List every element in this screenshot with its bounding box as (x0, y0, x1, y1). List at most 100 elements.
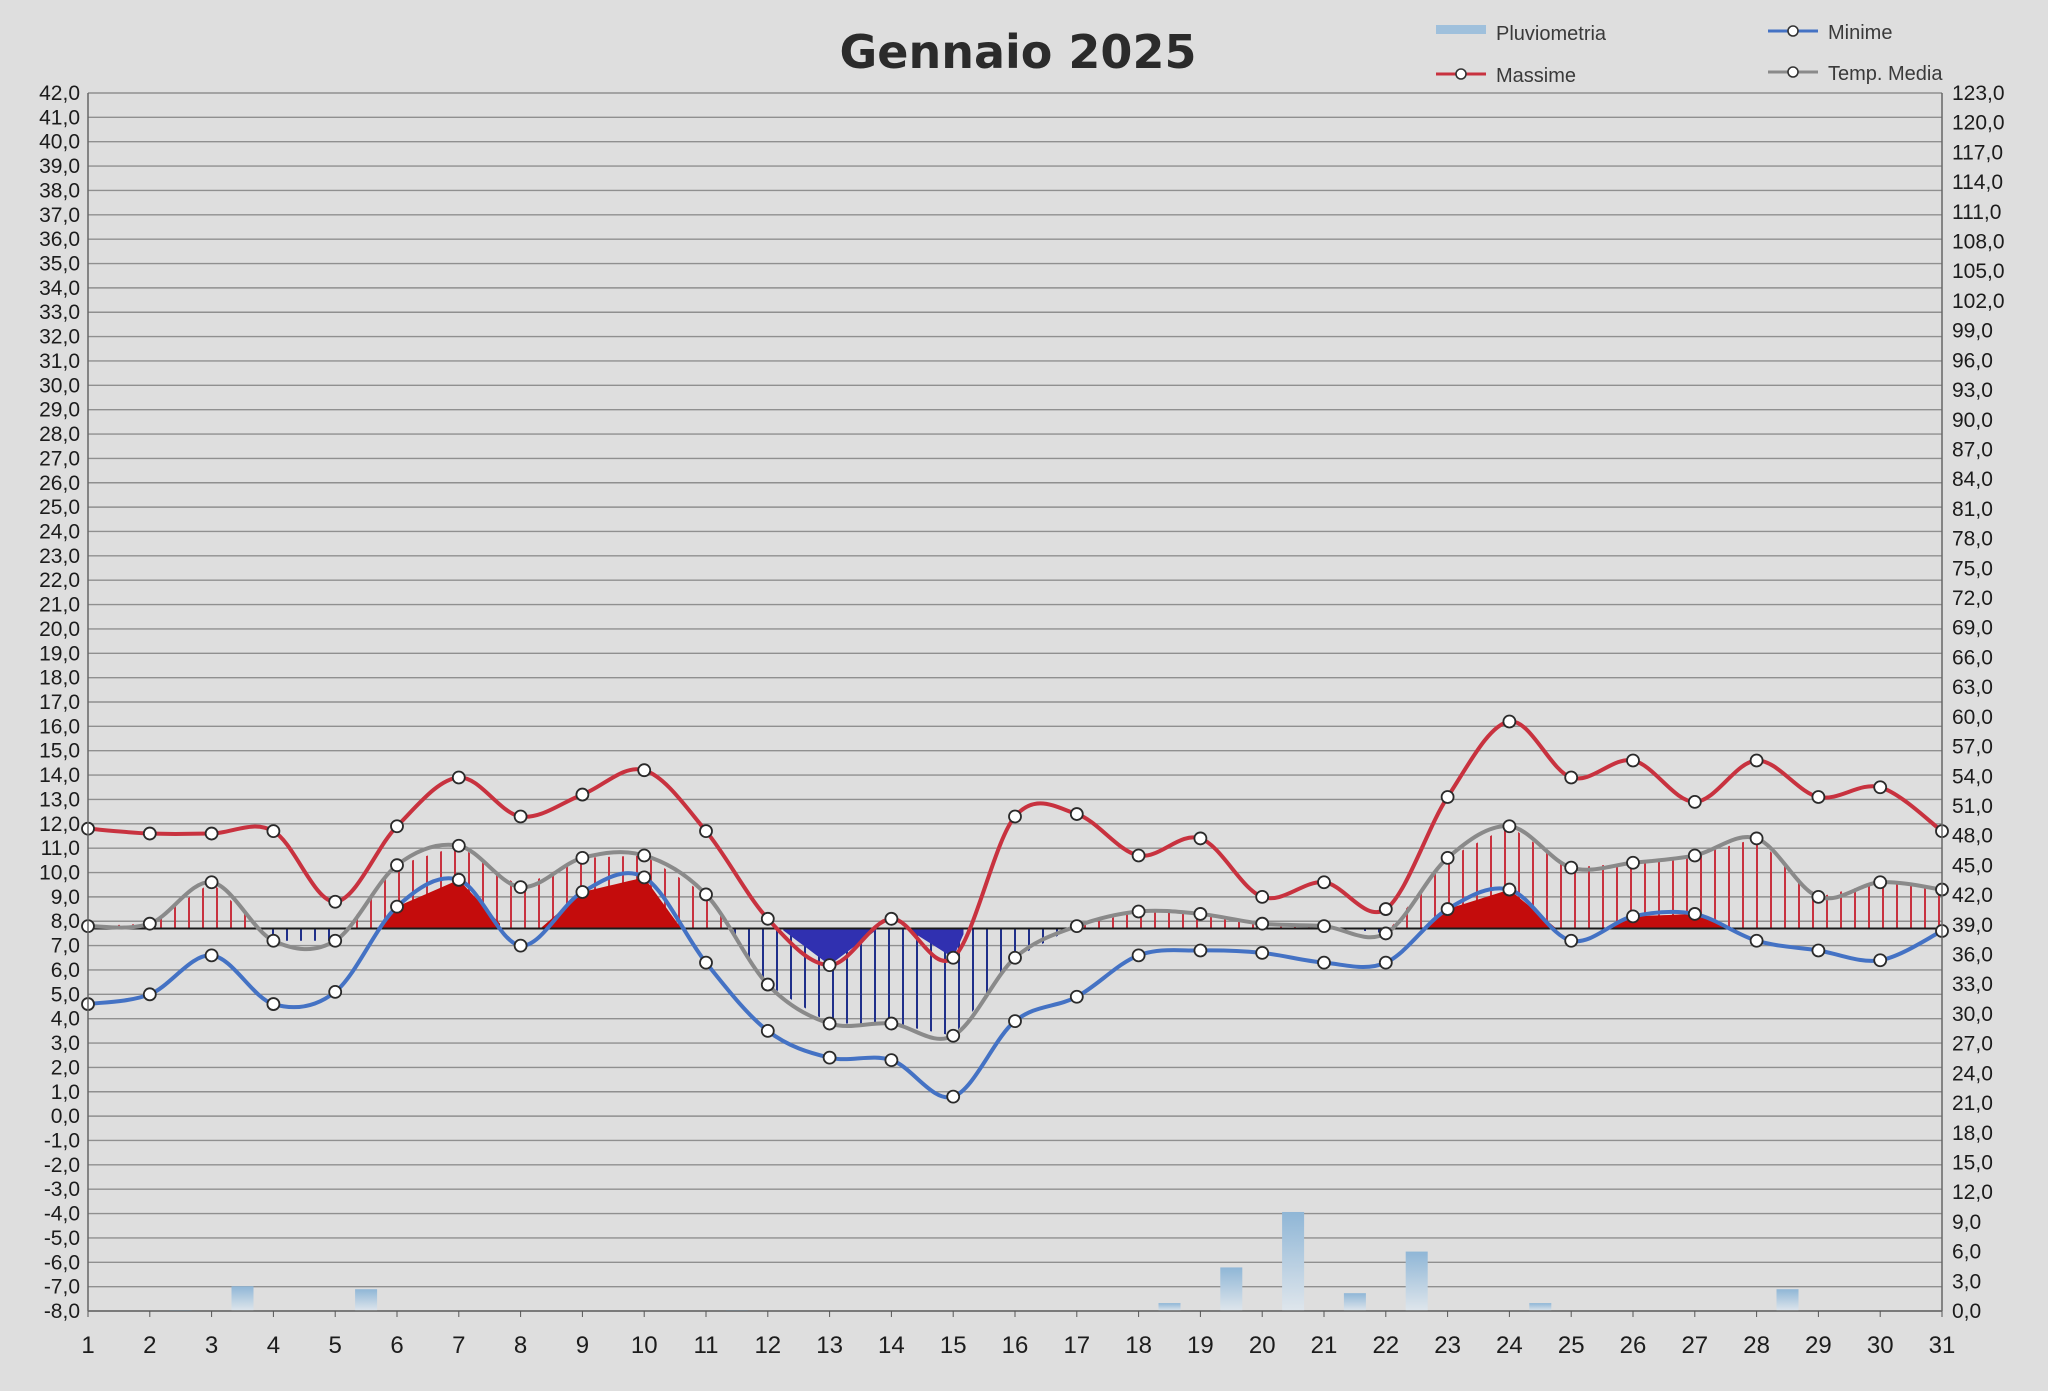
x-tick-label: 1 (81, 1332, 94, 1359)
series-line-massime (87, 719, 1944, 968)
x-tick-label: 30 (1867, 1332, 1894, 1359)
x-tick-label: 5 (329, 1332, 342, 1359)
data-point-minime (760, 1023, 775, 1038)
right-tick-label: 66,0 (1952, 646, 1993, 669)
left-tick-label: 37,0 (39, 204, 80, 227)
left-tick-label: 8,0 (51, 910, 80, 933)
left-tick-label: 22,0 (39, 569, 80, 592)
data-point-minime (1378, 955, 1393, 970)
data-point-massime (822, 958, 837, 972)
left-tick-label: 19,0 (39, 642, 80, 665)
right-tick-label: 12,0 (1952, 1181, 1993, 1204)
x-tick-label: 29 (1805, 1332, 1832, 1359)
left-axis-ticks: -8,0-7,0-6,0-5,0-4,0-3,0-2,0-1,00,01,02,… (39, 82, 80, 1323)
data-point-minime (1502, 882, 1517, 897)
data-point-temp-media (637, 848, 652, 863)
left-tick-label: 24,0 (39, 520, 80, 543)
data-point-massime (1008, 809, 1022, 824)
x-tick-label: 12 (754, 1332, 781, 1359)
data-point-temp-media (1255, 916, 1270, 931)
data-point-temp-media (760, 977, 775, 992)
rain-bar (231, 1286, 254, 1311)
data-point-temp-media (204, 875, 219, 890)
left-tick-label: 25,0 (39, 496, 80, 519)
rain-bar (1529, 1303, 1552, 1311)
rain-bar (1220, 1267, 1243, 1311)
data-point-massime (513, 809, 528, 824)
x-tick-label: 13 (816, 1332, 843, 1359)
x-tick-label: 26 (1620, 1332, 1647, 1359)
data-point-massime (1687, 794, 1702, 809)
left-tick-label: -5,0 (44, 1227, 80, 1250)
x-tick-label: 18 (1125, 1332, 1152, 1359)
data-point-massime (1564, 770, 1579, 785)
data-point-temp-media (1626, 855, 1640, 870)
data-point-minime (1317, 955, 1331, 970)
left-tick-label: 29,0 (39, 399, 80, 422)
data-point-minime (699, 955, 713, 970)
legend-label-minime: Minime (1828, 22, 1892, 44)
left-tick-label: 13,0 (39, 788, 80, 811)
data-point-massime (451, 770, 466, 785)
left-tick-label: -6,0 (44, 1251, 80, 1274)
right-tick-label: 36,0 (1952, 944, 1993, 967)
right-tick-label: 123,0 (1952, 82, 2005, 105)
right-tick-label: 114,0 (1952, 171, 2003, 194)
data-point-massime (390, 819, 404, 834)
data-point-temp-media (699, 887, 713, 902)
data-point-temp-media (1502, 819, 1517, 834)
x-tick-label: 10 (631, 1332, 658, 1359)
left-tick-label: 36,0 (39, 228, 80, 251)
left-tick-label: 0,0 (51, 1105, 80, 1128)
right-tick-label: 42,0 (1952, 884, 1993, 907)
right-tick-label: 120,0 (1952, 112, 2005, 135)
right-tick-label: 6,0 (1952, 1241, 1981, 1264)
data-point-massime (884, 911, 899, 926)
data-point-temp-media (451, 838, 466, 853)
right-tick-label: 3,0 (1952, 1270, 1981, 1293)
legend-item-pluviometria: Pluviometria (1436, 23, 1607, 45)
left-tick-label: 33,0 (39, 301, 80, 324)
data-point-temp-media (822, 1016, 837, 1031)
left-tick-label: 3,0 (51, 1032, 80, 1055)
x-tick-label: 27 (1681, 1332, 1708, 1359)
x-tick-label: 16 (1002, 1332, 1029, 1359)
data-point-massime (1131, 848, 1146, 863)
data-point-minime (1131, 948, 1146, 963)
rain-bar (1405, 1251, 1428, 1311)
legend-marker-temp-media (1787, 66, 1799, 78)
left-tick-label: 2,0 (51, 1056, 80, 1079)
right-tick-label: 75,0 (1952, 557, 1993, 580)
data-point-minime (575, 885, 590, 899)
data-point-massime (1069, 807, 1084, 821)
legend-item-temp-media: Temp. Media (1768, 63, 1943, 85)
x-tick-label: 25 (1558, 1332, 1585, 1359)
data-point-minime (266, 997, 281, 1011)
data-point-temp-media (1564, 860, 1579, 875)
right-tick-label: 99,0 (1952, 320, 1993, 343)
data-point-massime (699, 824, 713, 839)
data-point-massime (637, 763, 652, 778)
right-tick-label: 117,0 (1952, 141, 2003, 164)
data-point-minime (637, 870, 652, 885)
data-point-temp-media (1378, 926, 1393, 941)
data-point-minime (1440, 902, 1455, 916)
max-below-fill (906, 928, 964, 958)
data-point-temp-media (1811, 889, 1826, 904)
left-tick-label: 20,0 (39, 618, 80, 641)
data-point-minime (1564, 933, 1579, 948)
data-point-massime (760, 911, 775, 926)
left-tick-label: 9,0 (51, 886, 80, 909)
right-tick-label: 33,0 (1952, 973, 1993, 996)
left-tick-label: 23,0 (39, 545, 80, 568)
right-tick-label: 15,0 (1952, 1151, 1993, 1174)
right-tick-label: 84,0 (1952, 468, 1993, 491)
rain-bar (355, 1289, 378, 1311)
right-tick-label: 78,0 (1952, 528, 1993, 551)
data-point-massime (1378, 902, 1393, 916)
right-tick-label: 93,0 (1952, 379, 1993, 402)
data-point-temp-media (1873, 875, 1888, 890)
